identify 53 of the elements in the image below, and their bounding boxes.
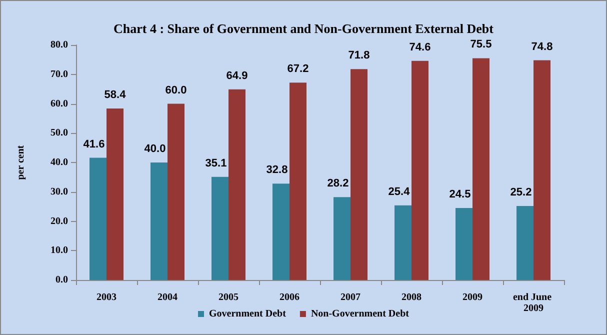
bar (516, 206, 534, 280)
data-label: 40.0 (144, 143, 166, 155)
x-tick-label: 2009 (462, 292, 482, 303)
data-label: 25.4 (388, 186, 411, 198)
bar (534, 60, 550, 280)
bar (272, 184, 290, 280)
x-tick-label: 2003 (96, 292, 116, 303)
y-tick-label: 40.0 (50, 157, 68, 168)
x-tick-label: 2007 (340, 292, 360, 303)
bar (90, 158, 106, 280)
y-tick-label: 60.0 (50, 98, 68, 110)
y-tick-label: 50.0 (50, 128, 68, 139)
bar (228, 89, 246, 280)
data-label: 41.6 (83, 138, 105, 150)
y-tick-label: 70.0 (50, 68, 68, 80)
bar (290, 82, 306, 280)
bar (472, 58, 490, 280)
legend-label: Non-Government Debt (310, 308, 410, 320)
data-label: 74.8 (531, 40, 553, 53)
data-label: 60.0 (165, 84, 187, 96)
data-label: 67.2 (287, 63, 309, 76)
data-label: 71.8 (348, 50, 370, 62)
data-label: 58.4 (104, 88, 127, 101)
x-tick-label: 2008 (402, 292, 422, 303)
x-tick-label: 2004 (158, 292, 178, 303)
bar (106, 108, 124, 280)
data-label: 74.6 (409, 41, 431, 54)
y-tick-label: 20.0 (50, 216, 68, 227)
data-label: 64.9 (226, 70, 248, 82)
y-tick-label: 80.0 (50, 40, 68, 50)
y-axis-title: per cent (16, 144, 26, 180)
y-tick-label: 30.0 (50, 186, 68, 198)
bar (350, 69, 368, 280)
y-tick-label: 0.0 (56, 274, 68, 286)
chart-title: Chart 4 : Share of Government and Non-Government External Debt (114, 21, 494, 36)
bar (212, 176, 228, 280)
bar (394, 205, 412, 280)
bar (456, 208, 472, 280)
data-label: 24.5 (449, 188, 471, 201)
bar (150, 162, 168, 280)
x-tick-label: end June 2009 (512, 292, 554, 314)
data-label: 28.2 (327, 178, 349, 190)
data-label: 75.5 (470, 38, 492, 51)
legend-label: Government Debt (209, 308, 287, 320)
data-label: 32.8 (266, 164, 288, 176)
bar (168, 104, 184, 280)
bar (334, 197, 350, 280)
y-tick-label: 10.0 (50, 245, 68, 256)
x-tick-label: 2006 (280, 292, 300, 303)
data-label: 25.2 (510, 186, 532, 198)
x-tick-label: 2005 (218, 292, 238, 303)
data-label: 35.1 (205, 157, 227, 170)
bar (412, 60, 428, 280)
